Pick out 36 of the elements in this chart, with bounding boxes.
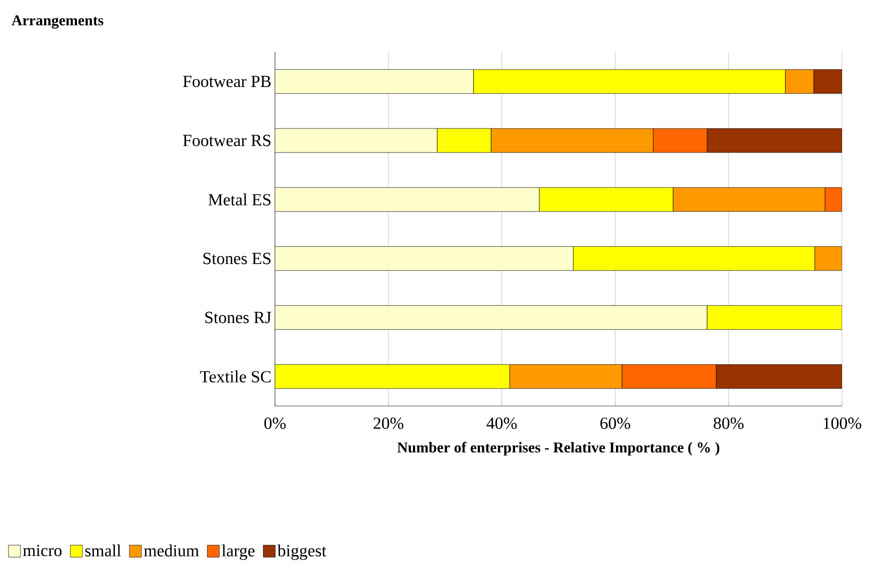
bar (510, 364, 622, 389)
bar (706, 128, 842, 153)
x-tick-label: 100% (824, 418, 862, 430)
x-tick-label: 0% (264, 418, 286, 430)
x-tick-label: 20% (374, 418, 404, 430)
bar (275, 69, 474, 94)
bar (275, 128, 438, 153)
legend-label: micro (23, 544, 62, 556)
y-tick-label: Stones ES (203, 252, 270, 264)
text: Arrangements (12, 15, 104, 29)
y-tick-label: Textile SC (200, 370, 271, 382)
bar (672, 187, 826, 212)
bar (539, 187, 674, 212)
bar (813, 69, 842, 94)
bar (622, 364, 716, 389)
legend-label: medium (144, 544, 199, 556)
bar (275, 305, 708, 330)
x-tick-label: 80% (714, 418, 744, 430)
legend-label: large (222, 544, 255, 560)
x-axis-title: Number of enterprises - Relative Importance ( % ) (397, 442, 720, 456)
legend-label: small (85, 544, 121, 556)
bar (490, 128, 654, 153)
bar (785, 69, 814, 94)
bar (275, 187, 540, 212)
y-tick-label: Metal ES (208, 194, 270, 206)
bar (814, 246, 842, 271)
legend-label: biggest (277, 544, 326, 560)
x-tick-label: 40% (486, 418, 517, 430)
bar (824, 187, 842, 212)
bar (716, 364, 842, 389)
y-tick-label: Footwear PB (183, 76, 271, 88)
bar (652, 128, 708, 153)
x-tick-label: 60% (600, 418, 630, 430)
bar (275, 246, 574, 271)
y-tick-label: Footwear RS (183, 134, 270, 146)
y-tick-label: Stones RJ (205, 312, 272, 324)
